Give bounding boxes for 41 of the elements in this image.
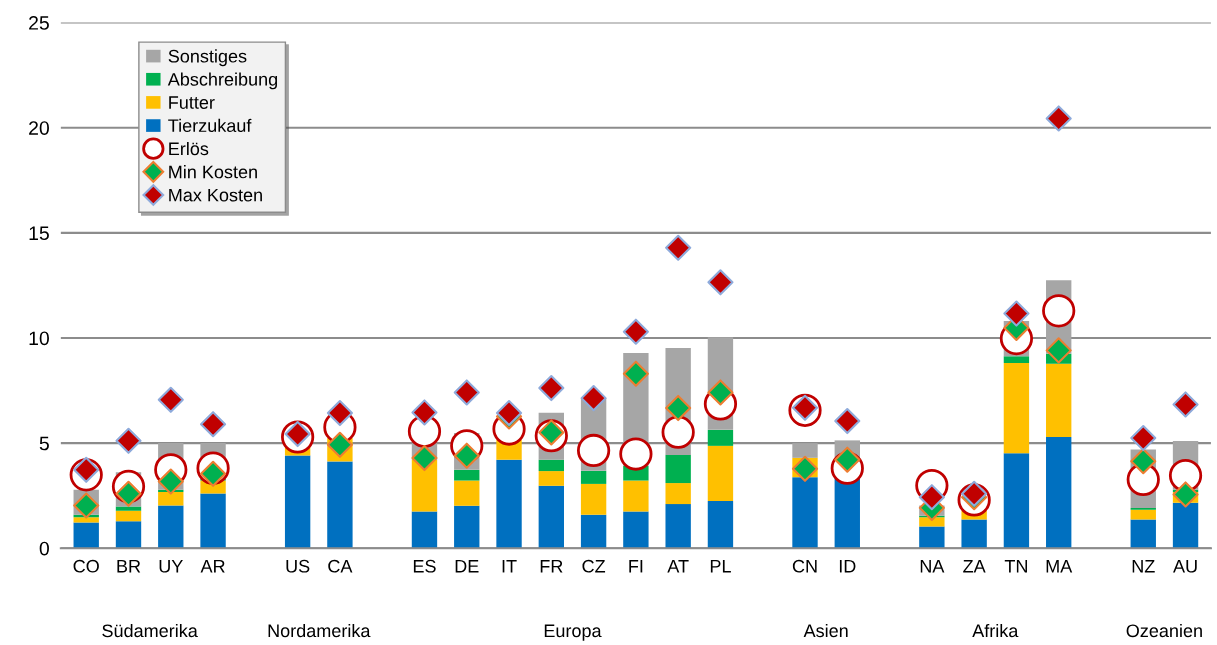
legend-label: Min Kosten bbox=[169, 165, 257, 179]
x-tick-label: CZ bbox=[582, 559, 606, 573]
text: Nordamerika bbox=[268, 623, 371, 638]
y-tick-label: 25 bbox=[29, 16, 49, 30]
text: Europa bbox=[544, 624, 602, 641]
x-tick-label: TN bbox=[1004, 560, 1027, 573]
x-tick-label: FR bbox=[540, 560, 563, 573]
text: Südamerika bbox=[102, 623, 198, 638]
x-tick-label: AT bbox=[667, 560, 689, 573]
x-tick-label: AU bbox=[1173, 560, 1197, 573]
x-tick-label: ES bbox=[413, 559, 436, 573]
x-tick-label: CA bbox=[328, 559, 353, 573]
x-tick-label: DE bbox=[455, 560, 479, 573]
legend-label: Max Kosten bbox=[169, 188, 262, 202]
legend-label: Erlös bbox=[169, 141, 209, 156]
legend-label: Sonstiges bbox=[168, 49, 247, 67]
x-tick-label: MA bbox=[1046, 560, 1073, 573]
x-tick-label: PL bbox=[710, 560, 731, 573]
text: Afrika bbox=[972, 623, 1019, 638]
x-tick-label: ID bbox=[839, 560, 856, 573]
y-tick-label: 20 bbox=[29, 121, 49, 135]
x-tick-label: FI bbox=[629, 560, 643, 573]
x-tick-label: ZA bbox=[963, 560, 986, 573]
x-tick-label: NZ bbox=[1132, 560, 1155, 573]
legend-label: Abschreibung bbox=[167, 72, 278, 90]
x-tick-label: UY bbox=[159, 560, 183, 573]
y-tick-label: 5 bbox=[39, 436, 49, 451]
x-tick-label: BR bbox=[117, 560, 141, 573]
y-tick-label: 15 bbox=[29, 226, 49, 241]
legend-label: Futter bbox=[169, 96, 215, 109]
legend-label: Tierzukauf bbox=[168, 118, 252, 133]
x-tick-label: US bbox=[286, 559, 310, 573]
x-tick-label: IT bbox=[502, 560, 517, 573]
text: Ozeanien bbox=[1126, 623, 1202, 638]
x-tick-label: CN bbox=[792, 559, 817, 573]
y-tick-label: 10 bbox=[29, 331, 49, 346]
text: Asien bbox=[803, 623, 848, 638]
x-tick-label: CO bbox=[73, 559, 99, 573]
y-tick-label: 0 bbox=[39, 541, 49, 556]
x-tick-label: NA bbox=[920, 560, 945, 573]
x-tick-label: AR bbox=[200, 560, 225, 573]
